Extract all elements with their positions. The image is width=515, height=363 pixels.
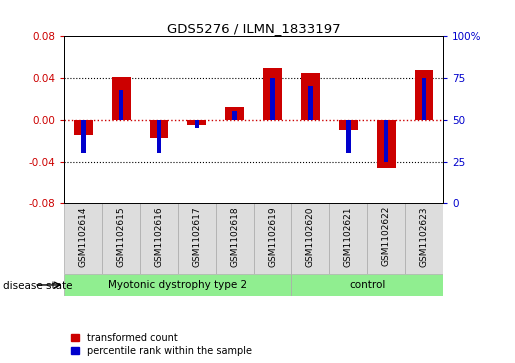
Bar [140, 203, 178, 274]
Bar [270, 78, 275, 120]
Bar [291, 203, 330, 274]
Bar [112, 77, 131, 120]
Bar [149, 120, 168, 138]
Bar [232, 111, 237, 120]
Text: GSM1102622: GSM1102622 [382, 206, 390, 266]
Bar [64, 203, 102, 274]
Text: GSM1102617: GSM1102617 [193, 206, 201, 267]
Bar [376, 120, 396, 168]
Bar [384, 120, 388, 162]
Bar [263, 68, 282, 120]
Bar [308, 86, 313, 120]
Bar [291, 274, 443, 296]
Bar [187, 120, 207, 125]
Bar [339, 120, 358, 130]
Bar [74, 120, 93, 135]
Bar [157, 120, 161, 153]
Bar [405, 203, 443, 274]
Bar [225, 107, 244, 120]
Text: GSM1102616: GSM1102616 [154, 206, 163, 267]
Bar [301, 73, 320, 120]
Text: GSM1102619: GSM1102619 [268, 206, 277, 267]
Bar [330, 203, 367, 274]
Bar [119, 90, 124, 120]
Text: GSM1102620: GSM1102620 [306, 206, 315, 266]
Bar [253, 203, 291, 274]
Bar [178, 203, 216, 274]
Bar [195, 120, 199, 128]
Text: GSM1102614: GSM1102614 [79, 206, 88, 266]
Bar [367, 203, 405, 274]
Text: Myotonic dystrophy type 2: Myotonic dystrophy type 2 [108, 280, 248, 290]
Bar [415, 70, 434, 120]
Bar [81, 120, 85, 153]
Bar [346, 120, 351, 153]
Text: GSM1102618: GSM1102618 [230, 206, 239, 267]
Bar [422, 78, 426, 120]
Text: GSM1102623: GSM1102623 [420, 206, 428, 266]
Bar [216, 203, 253, 274]
Bar [64, 274, 291, 296]
Bar [102, 203, 140, 274]
Legend: transformed count, percentile rank within the sample: transformed count, percentile rank withi… [69, 331, 254, 358]
Text: disease state: disease state [3, 281, 72, 291]
Title: GDS5276 / ILMN_1833197: GDS5276 / ILMN_1833197 [167, 22, 340, 35]
Text: GSM1102621: GSM1102621 [344, 206, 353, 266]
Text: control: control [349, 280, 385, 290]
Text: GSM1102615: GSM1102615 [117, 206, 126, 267]
